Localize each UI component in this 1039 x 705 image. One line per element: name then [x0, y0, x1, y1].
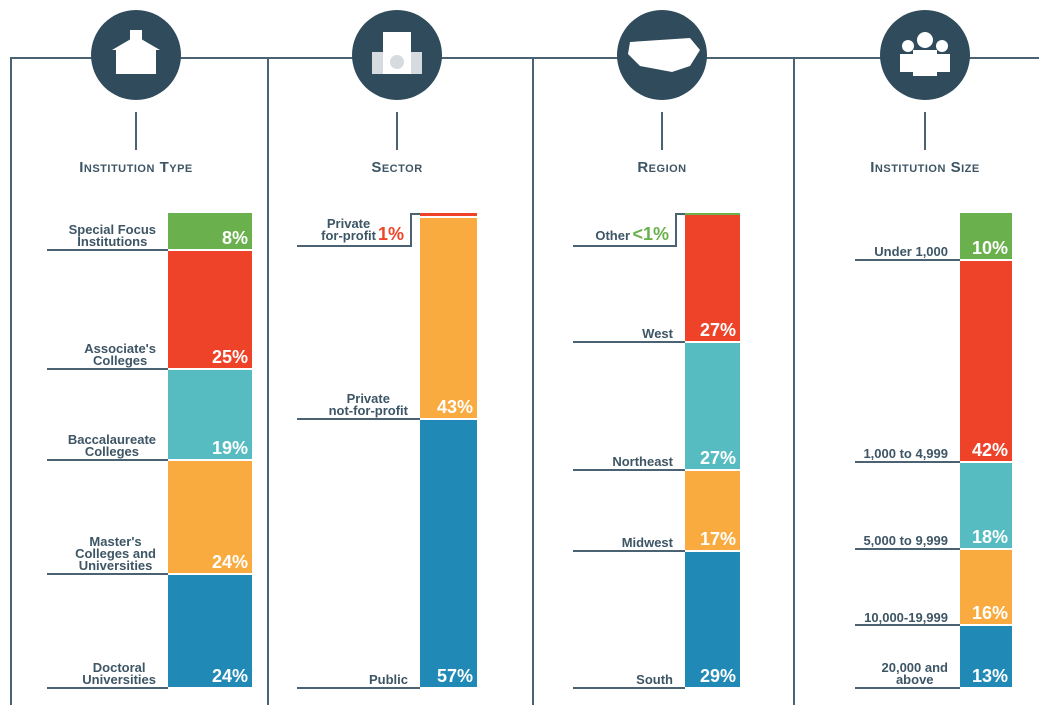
column-rule	[267, 58, 269, 705]
bar-segment	[685, 215, 740, 342]
leader-line	[297, 245, 410, 247]
bar-segment	[960, 463, 1012, 548]
column-title: Institution Type	[79, 159, 193, 176]
value-label: 27%	[699, 448, 736, 469]
value-label: 17%	[699, 528, 736, 549]
leader-line	[573, 469, 685, 472]
leader-line	[573, 687, 685, 689]
leader-line	[47, 249, 168, 252]
value-label: 18%	[971, 526, 1008, 547]
category-label: 20,000 and above	[881, 660, 949, 687]
column-title: Region	[637, 159, 687, 176]
bar-segment	[685, 471, 740, 550]
value-label: 16%	[971, 603, 1008, 624]
icons	[91, 10, 970, 150]
value-label: 13%	[971, 666, 1008, 686]
bar-segment	[420, 213, 477, 216]
value-label: 27%	[699, 320, 736, 341]
category-label: Public	[368, 672, 408, 687]
category-label: 1,000 to 4,999	[863, 446, 948, 462]
column-rule	[532, 58, 534, 705]
value-label: 1%	[377, 224, 404, 244]
leader-line	[855, 687, 960, 689]
category-label: South	[636, 672, 673, 687]
category-label: 10,000-19,999	[864, 609, 948, 625]
bar-segment	[960, 213, 1012, 260]
category-label: Associate's Colleges	[84, 341, 156, 369]
value-label: 10%	[971, 238, 1008, 259]
value-label: 43%	[436, 397, 473, 418]
bar-segment	[168, 460, 252, 573]
bar-segment	[960, 549, 1012, 625]
category-label: 5,000 to 9,999	[863, 532, 948, 548]
category-label: Private for-profit	[321, 216, 376, 243]
value-label: 42%	[971, 440, 1008, 461]
top-rule	[10, 57, 1039, 59]
leader-line	[47, 572, 168, 575]
bar-segment	[960, 261, 1012, 462]
value-label: 57%	[436, 666, 473, 686]
value-label: <1%	[632, 224, 669, 244]
bar-segment	[960, 626, 1012, 687]
leader-line	[675, 213, 685, 215]
leader-line	[297, 687, 420, 689]
value-label: 24%	[211, 551, 248, 572]
leader-line	[297, 418, 420, 421]
category-label: Special Focus Institutions	[68, 222, 156, 250]
leader-line	[47, 687, 168, 689]
category-label: Doctoral Universities	[82, 660, 156, 687]
bar-segment	[168, 370, 252, 459]
leader-line	[410, 213, 420, 215]
leader-line	[410, 213, 412, 247]
bar-segment	[168, 574, 252, 687]
category-label: Midwest	[621, 534, 673, 550]
column-rule	[793, 58, 795, 705]
bar-segment	[685, 551, 740, 687]
leader-line	[675, 213, 677, 247]
value-label: 29%	[699, 666, 736, 686]
bar-segment	[168, 213, 252, 250]
category-label: Other	[595, 228, 630, 243]
category-label: Baccalaureate Colleges	[67, 431, 156, 459]
leader-line	[855, 547, 960, 550]
column-title: Sector	[371, 159, 423, 176]
column-title: Institution Size	[870, 159, 980, 176]
category-label: Master's Colleges and Universities	[75, 533, 156, 573]
leader-line	[573, 245, 675, 247]
value-label: 24%	[211, 666, 248, 686]
leader-line	[47, 368, 168, 371]
leader-line	[573, 341, 685, 344]
value-label: 8%	[221, 228, 248, 249]
category-label: Private not-for-profit	[328, 391, 408, 419]
category-label: Northeast	[612, 454, 673, 470]
category-label: Under 1,000	[874, 244, 948, 260]
bar-segment	[685, 213, 740, 215]
bar-segment	[420, 217, 477, 419]
bar-segment	[168, 251, 252, 369]
leader-line	[855, 461, 960, 464]
leader-line	[573, 549, 685, 552]
category-label: West	[642, 326, 673, 342]
bar-segment	[420, 420, 477, 687]
value-label: 25%	[211, 347, 248, 368]
column-rule	[10, 58, 12, 705]
value-label: 19%	[211, 437, 248, 458]
leader-line	[855, 624, 960, 627]
leader-line	[47, 458, 168, 461]
leader-line	[855, 259, 960, 262]
bar-segment	[685, 343, 740, 470]
